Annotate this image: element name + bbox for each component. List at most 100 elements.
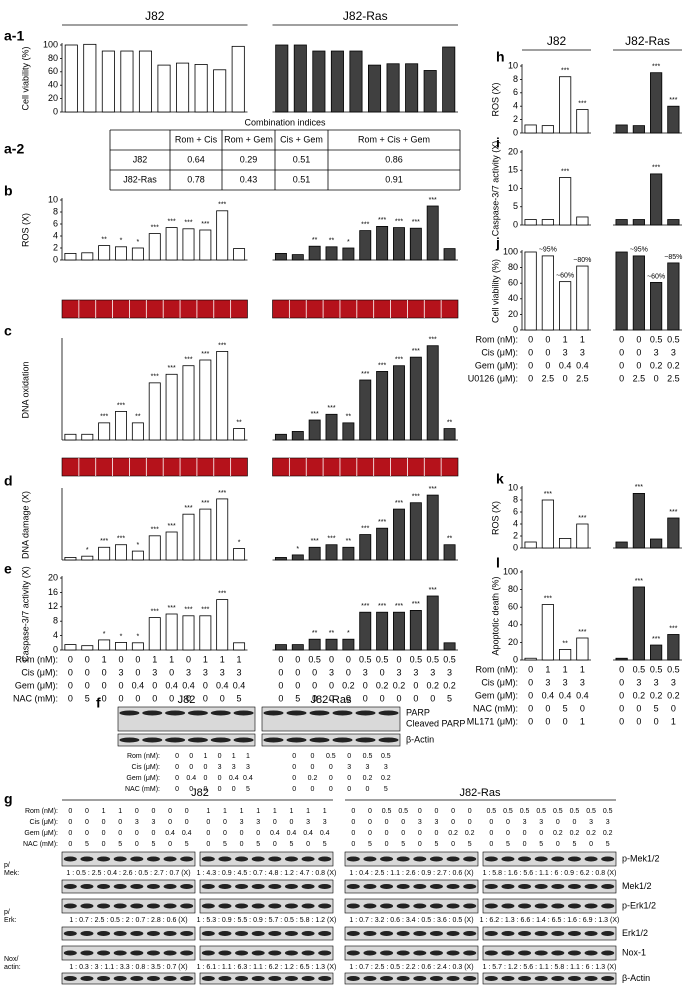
band	[268, 903, 282, 909]
band	[119, 710, 140, 716]
condition-value: 0.5	[486, 808, 496, 815]
bar	[667, 219, 680, 226]
blot	[482, 898, 617, 914]
panel-label: c	[4, 323, 12, 339]
condition-value: 3	[240, 819, 244, 826]
condition-value: 0	[203, 775, 207, 782]
band	[218, 903, 232, 909]
condition-value: 0	[68, 808, 72, 815]
condition-value: 0	[418, 808, 422, 815]
blot	[117, 733, 256, 747]
band	[146, 903, 160, 909]
significance-label: *	[137, 239, 140, 246]
condition-value: 0	[102, 680, 107, 690]
bar	[359, 611, 372, 651]
bar	[376, 611, 389, 651]
y-tick-label: 0	[513, 219, 518, 229]
band	[235, 931, 249, 936]
y-axis-label: DNA damage (X)	[20, 491, 30, 559]
condition-value: 5	[401, 841, 405, 848]
bar	[115, 246, 127, 261]
condition-value: 3	[186, 667, 191, 677]
significance-label: ***	[168, 218, 176, 225]
significance-label: ***	[361, 221, 369, 228]
table-cell: 0.51	[293, 174, 311, 184]
condition-value: 0	[619, 677, 624, 687]
bar	[650, 173, 663, 226]
band	[463, 856, 477, 862]
band	[163, 976, 177, 981]
bar	[115, 544, 127, 561]
condition-value: 0.5	[426, 654, 439, 664]
band	[534, 856, 548, 862]
band	[601, 856, 615, 862]
band	[63, 884, 77, 889]
condition-value: 0	[273, 819, 277, 826]
condition-value: 5	[572, 841, 576, 848]
significance-label: ***	[429, 337, 437, 344]
ratio-label: Erk:	[4, 917, 17, 924]
bar	[274, 644, 287, 651]
table-cell: 0.51	[293, 154, 311, 164]
bar	[81, 252, 94, 261]
significance-label: ***	[395, 357, 403, 364]
band	[551, 931, 565, 936]
significance-label: **	[447, 536, 453, 543]
bar	[615, 541, 628, 549]
condition-value: 3	[654, 347, 659, 357]
condition-value: 0.2	[342, 680, 355, 690]
band	[180, 856, 194, 862]
band	[63, 856, 77, 862]
condition-value: 0	[619, 373, 624, 383]
band	[284, 950, 298, 956]
band	[284, 903, 298, 909]
condition-value: 0	[636, 703, 641, 713]
bar	[349, 50, 363, 113]
ratio-label: p/	[4, 909, 10, 916]
condition-value: 0	[102, 841, 106, 848]
y-tick-label: 80	[508, 262, 518, 272]
condition-value: 0	[528, 360, 533, 370]
bar	[342, 422, 355, 441]
band	[534, 931, 548, 936]
panel-label: f	[96, 695, 101, 711]
condition-value: 1	[102, 808, 106, 815]
band	[567, 903, 581, 909]
y-axis-label: Caspase-3/7 activity (X)	[490, 141, 500, 237]
bar	[325, 638, 338, 651]
band	[501, 903, 515, 909]
condition-value: 0	[572, 819, 576, 826]
condition-value: 1	[102, 654, 107, 664]
condition-value: 0	[206, 830, 210, 837]
band	[318, 903, 332, 909]
condition-value: 0	[102, 667, 107, 677]
bar	[405, 63, 419, 113]
bar	[443, 544, 456, 561]
y-axis-label: ROS (X)	[20, 213, 30, 247]
row-label: J82-Ras	[123, 174, 157, 184]
condition-value: 0	[306, 841, 310, 848]
blot	[261, 733, 401, 747]
significance-label: ***	[311, 538, 319, 545]
bar	[199, 359, 212, 441]
condition-value: 0.4	[303, 830, 313, 837]
bar	[120, 50, 134, 113]
condition-value: 0.2	[603, 830, 613, 837]
bar	[376, 527, 389, 561]
band-label: Erk1/2	[622, 928, 648, 938]
bar	[524, 657, 537, 661]
condition-value: 0	[545, 360, 550, 370]
y-tick-label: 4	[53, 630, 58, 640]
condition-value: 0.5	[553, 808, 563, 815]
condition-value: 0.4	[165, 680, 178, 690]
condition-value: 0	[346, 654, 351, 664]
bar	[376, 371, 389, 441]
significance-label: ***	[395, 218, 403, 225]
bar	[291, 554, 304, 561]
significance-label: ***	[361, 371, 369, 378]
significance-label: **	[101, 236, 107, 243]
condition-value: 0	[295, 680, 300, 690]
bar	[148, 382, 161, 441]
table-cell: 0.43	[240, 174, 258, 184]
band	[146, 931, 160, 936]
